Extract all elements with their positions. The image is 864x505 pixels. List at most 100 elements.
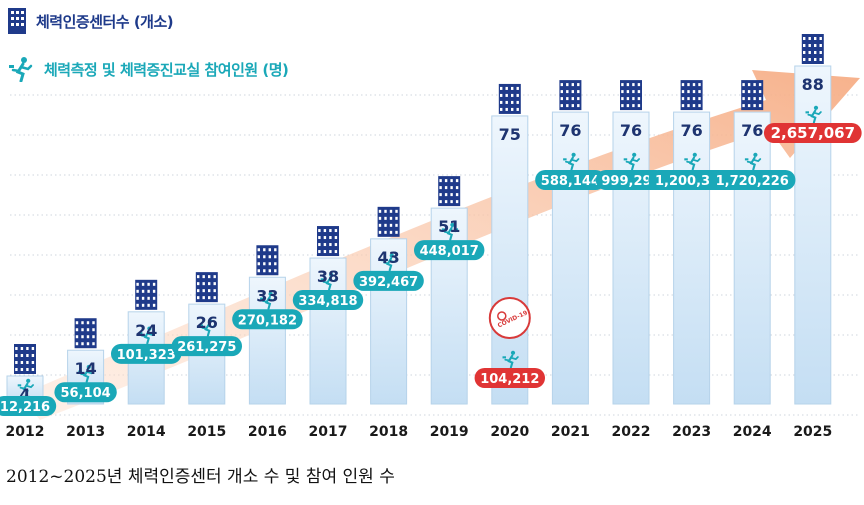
- label-layer: 412,216 14 56,104 24 101,323 26 261,275 33 270,1…: [0, 75, 862, 416]
- x-tick-2020: 2020: [490, 424, 529, 440]
- x-tick-2017: 2017: [309, 424, 348, 440]
- runner-icon: [623, 152, 640, 171]
- x-axis: 2012 2013 2014 2015 2016 2017 2018 2019 2020 2021…: [6, 424, 833, 440]
- building-icon: [620, 80, 642, 111]
- legend-participants-label: 체력측정 및 체력증진교실 참여인원 (명): [44, 60, 289, 79]
- bar-2020: [491, 115, 529, 405]
- bar-2021: [551, 111, 589, 405]
- building-icon: [498, 83, 521, 114]
- participant-pill-2022: [595, 170, 667, 190]
- center-count-2025: 88: [802, 75, 824, 94]
- center-count-2013: 14: [74, 359, 96, 378]
- participant-value-2012: 12,216: [0, 400, 50, 415]
- participant-pill-2013: [54, 382, 117, 403]
- center-count-2024: 76: [741, 121, 763, 140]
- bar-2022: [612, 111, 650, 405]
- building-icon: [135, 279, 158, 310]
- runner-icon: [563, 152, 580, 171]
- building-icon: [559, 80, 582, 111]
- participant-pill-2018: [353, 270, 424, 291]
- center-count-2020: 75: [499, 125, 521, 144]
- x-tick-2023: 2023: [672, 424, 711, 440]
- participant-value-2019: 448,017: [420, 244, 479, 259]
- legend-centers: 체력인증센터수 (개소): [8, 8, 174, 34]
- participant-pill-2020: [474, 368, 546, 388]
- center-count-2014: 24: [135, 321, 157, 340]
- participant-value-2013: 56,104: [61, 386, 111, 401]
- participant-pill-2015: [171, 336, 243, 357]
- runner-icon: [9, 57, 33, 82]
- runner-icon: [744, 152, 762, 171]
- participant-value-2025: 2,657,067: [771, 124, 855, 142]
- participant-pill-2025: [763, 123, 862, 143]
- building-icon: [14, 344, 36, 374]
- building-icon: [741, 80, 764, 111]
- center-count-2021: 76: [559, 121, 581, 140]
- building-icon: [801, 34, 824, 64]
- runner-icon: [260, 291, 277, 310]
- x-tick-2013: 2013: [66, 424, 105, 440]
- runner-icon: [381, 253, 398, 272]
- icon-layer: COVID-19: [14, 34, 824, 397]
- participant-value-2017: 334,818: [298, 294, 357, 309]
- building-icon: [377, 206, 400, 237]
- runner-icon: [805, 105, 822, 124]
- legend-centers-label: 체력인증센터수 (개소): [36, 12, 174, 31]
- center-count-2022: 76: [620, 121, 642, 140]
- x-tick-2022: 2022: [612, 424, 651, 440]
- x-tick-2021: 2021: [551, 424, 590, 440]
- legend-participants: 체력측정 및 체력증진교실 참여인원 (명): [8, 56, 289, 82]
- runner-icon: [441, 222, 459, 241]
- participant-value-2014: 101,323: [117, 348, 176, 363]
- bar-2016: [248, 276, 286, 405]
- x-tick-2019: 2019: [430, 424, 469, 440]
- participant-value-2018: 392,467: [359, 275, 418, 290]
- covid-stamp: COVID-19: [488, 297, 531, 339]
- participant-pill-2014: [110, 343, 182, 364]
- building-icon: [680, 80, 703, 111]
- building-icon: [8, 8, 26, 34]
- participant-value-2024: 1,720,226: [716, 174, 789, 189]
- runner-icon: [502, 350, 519, 369]
- building-icon: [195, 272, 218, 303]
- chart-svg: COVID-19 412,216 14 56,104 24 101,323 26 261,2…: [0, 34, 862, 440]
- center-count-2023: 76: [680, 121, 702, 140]
- participant-pill-2012: [0, 396, 57, 416]
- participant-pill-2024: [708, 170, 796, 190]
- building-icon: [256, 245, 279, 276]
- center-count-2017: 38: [317, 267, 339, 286]
- x-tick-2012: 2012: [6, 424, 45, 440]
- participant-value-2016: 270,182: [238, 313, 297, 328]
- x-tick-2016: 2016: [248, 424, 287, 440]
- participant-value-2022: 999,292: [601, 174, 660, 189]
- runner-icon: [199, 318, 216, 337]
- center-count-2012: 4: [19, 385, 30, 404]
- runner-icon: [138, 326, 156, 345]
- participant-pill-2021: [535, 170, 606, 190]
- center-count-2019: 51: [438, 217, 460, 236]
- runner-icon: [320, 272, 337, 291]
- building-icon: [438, 176, 461, 207]
- runner-icon: [78, 364, 95, 383]
- participant-value-2020: 104,212: [480, 372, 539, 387]
- participant-pill-2016: [232, 309, 303, 330]
- building-icon: [317, 226, 339, 257]
- participant-pill-2017: [292, 290, 364, 311]
- participant-pill-2019: [413, 240, 485, 261]
- x-tick-2025: 2025: [793, 424, 832, 440]
- bar-2018: [370, 238, 408, 405]
- bar-2024: [733, 111, 771, 405]
- runner-icon: [17, 378, 34, 397]
- bar-2023: [673, 111, 711, 405]
- runner-icon: [684, 152, 701, 171]
- chart-caption: 2012~2025년 체력인증센터 개소 수 및 참여 인원 수: [6, 467, 395, 487]
- center-count-2018: 43: [377, 248, 399, 267]
- bar-2019: [430, 207, 468, 405]
- x-tick-2018: 2018: [369, 424, 408, 440]
- x-tick-2024: 2024: [733, 424, 772, 440]
- participant-value-2015: 261,275: [177, 340, 236, 355]
- building-icon: [74, 318, 97, 349]
- x-tick-2015: 2015: [187, 424, 226, 440]
- bar-2025: [794, 65, 832, 405]
- x-tick-2014: 2014: [127, 424, 166, 440]
